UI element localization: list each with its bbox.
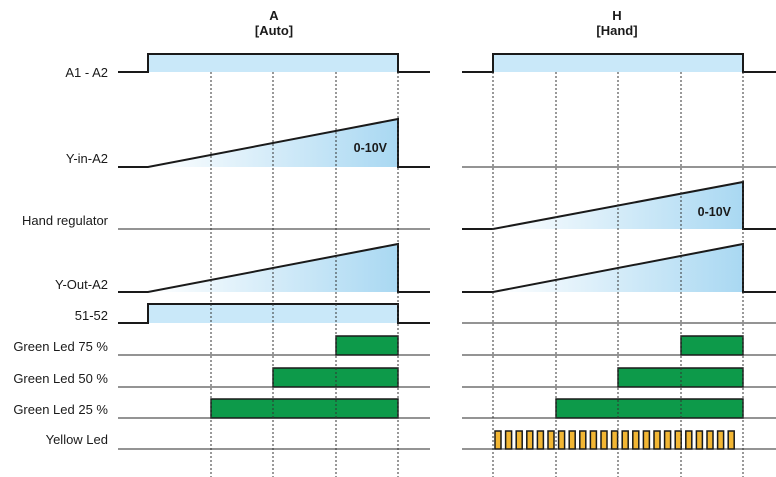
auto-yin-wave <box>118 117 430 168</box>
yellow-led-pulse <box>568 430 576 450</box>
yellow-led-pulse <box>632 430 640 450</box>
yellow-led-pulse <box>589 430 598 450</box>
yellow-led-pulse <box>515 430 523 450</box>
column-title-auto: A <box>269 8 279 23</box>
yellow-led-pulse <box>642 430 651 450</box>
signal-label-green-25: Green Led 25 % <box>13 402 108 417</box>
hand-green-led-75 <box>680 335 744 356</box>
yellow-led-pulse <box>695 430 704 450</box>
signal-label-yin: Y-in-A2 <box>66 151 108 166</box>
signal-label-green-75: Green Led 75 % <box>13 339 108 354</box>
yellow-led-pulse <box>526 430 534 450</box>
yellow-led-pulse <box>557 430 566 450</box>
auto-column: 0-10V <box>118 53 430 477</box>
column-title-hand: H <box>612 8 621 23</box>
signal-label-yout: Y-Out-A2 <box>55 277 108 292</box>
signal-label-hand-regulator: Hand regulator <box>22 213 109 228</box>
hand-green-led-25 <box>555 398 744 419</box>
yellow-led-pulse <box>536 430 545 450</box>
signal-label-green-50: Green Led 50 % <box>13 371 108 386</box>
yellow-led-pulse <box>621 430 629 450</box>
hand-yellow-led-pulses <box>494 430 735 450</box>
auto-green-led-25 <box>210 398 399 419</box>
auto-a1a2-wave <box>118 53 430 73</box>
yellow-led-pulse <box>579 430 587 450</box>
column-subtitle-auto: [Auto] <box>255 23 293 38</box>
yellow-led-pulse <box>653 430 661 450</box>
yellow-led-pulse <box>716 430 725 450</box>
yellow-led-pulse <box>674 430 682 450</box>
signal-label-5152: 51-52 <box>75 308 108 323</box>
column-subtitle-hand: [Hand] <box>596 23 637 38</box>
signal-label-a1a2: A1 - A2 <box>65 65 108 80</box>
yellow-led-pulse <box>685 430 693 450</box>
yellow-led-pulse <box>547 430 555 450</box>
yellow-led-pulse <box>494 430 502 450</box>
auto-a1a2-block <box>148 54 398 72</box>
hand-column: 0-10V <box>462 53 776 477</box>
hand-a1a2-block <box>493 54 743 72</box>
yellow-led-pulse <box>610 430 619 450</box>
yellow-led-pulse <box>504 430 513 450</box>
yellow-led-pulse <box>727 430 735 450</box>
auto-yin-value: 0-10V <box>354 141 388 155</box>
hand-handreg-value: 0-10V <box>698 205 732 219</box>
yellow-led-pulse <box>663 430 672 450</box>
signal-label-yellow-led: Yellow Led <box>46 432 108 447</box>
auto-green-led-75 <box>335 335 399 356</box>
yellow-led-pulse <box>600 430 608 450</box>
yellow-led-pulse <box>706 430 714 450</box>
hand-a1a2-wave <box>462 53 776 73</box>
